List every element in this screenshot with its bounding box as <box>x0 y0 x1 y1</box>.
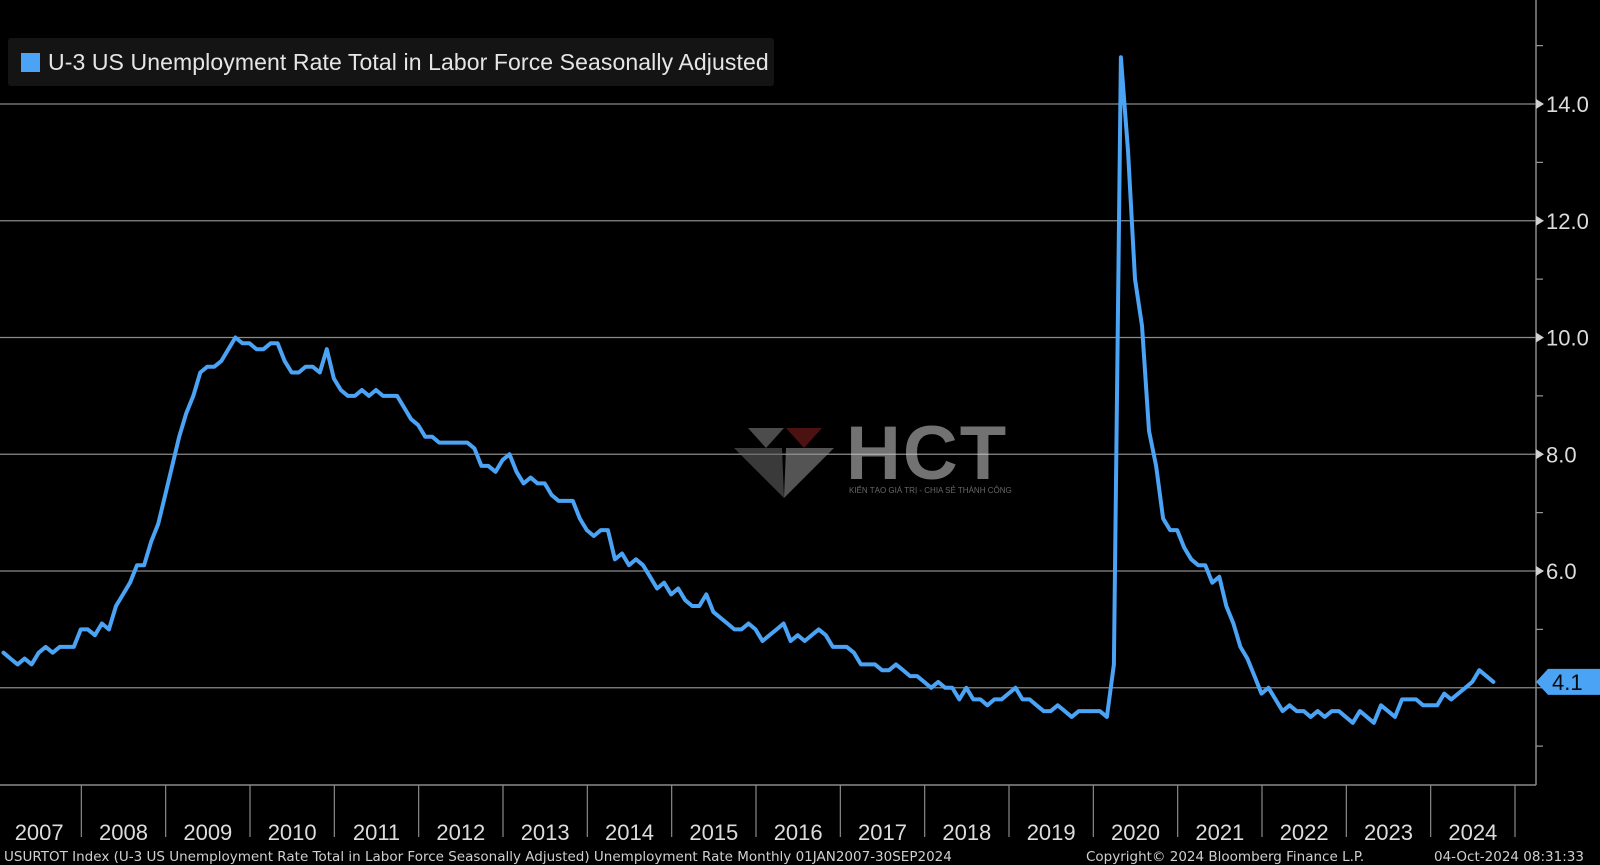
footer-copyright: Copyright© 2024 Bloomberg Finance L.P. <box>1086 849 1365 865</box>
x-tick-label: 2024 <box>1448 820 1497 845</box>
y-axis: 6.0 8.0 10.0 12.0 14.0 <box>1535 0 1589 785</box>
y-tick-label: 14.0 <box>1546 92 1589 117</box>
series-line <box>1 55 1496 725</box>
y-tick-label: 8.0 <box>1546 442 1577 467</box>
watermark: HCT KIẾN TẠO GIÁ TRỊ - CHIA SẺ THÀNH CÔN… <box>734 411 1014 498</box>
watermark-text: HCT <box>846 411 1009 496</box>
x-tick-label: 2011 <box>353 820 400 845</box>
x-tick-label: 2007 <box>15 820 64 845</box>
y-tick-marker <box>1536 215 1544 226</box>
watermark-logo-icon <box>734 428 834 498</box>
footer: USURTOT Index (U-3 US Unemployment Rate … <box>0 849 1600 865</box>
legend: U-3 US Unemployment Rate Total in Labor … <box>8 38 774 86</box>
x-tick-label: 2014 <box>605 820 654 845</box>
x-tick-label: 2016 <box>774 820 823 845</box>
last-value-label: 4.1 <box>1552 670 1583 695</box>
x-tick-label: 2013 <box>521 820 570 845</box>
x-tick-label: 2012 <box>436 820 485 845</box>
y-tick-label: 6.0 <box>1546 559 1577 584</box>
last-value-group: 4.1 <box>1536 668 1600 695</box>
x-tick-label: 2010 <box>268 820 317 845</box>
last-value-tag <box>1536 668 1600 695</box>
y-tick-marker <box>1536 449 1544 460</box>
y-tick-label: 10.0 <box>1546 326 1589 351</box>
legend-swatch <box>21 52 40 72</box>
watermark-tagline: KIẾN TẠO GIÁ TRỊ - CHIA SẺ THÀNH CÔNG <box>849 486 1012 495</box>
x-tick-label: 2022 <box>1280 820 1329 845</box>
x-axis: 2007 2008 2009 2010 2011 2012 2013 2014 2015 2016… <box>0 784 1536 845</box>
y-tick-marker <box>1536 566 1544 576</box>
x-tick-label: 2017 <box>858 820 907 845</box>
grid-lines <box>0 103 1536 689</box>
x-tick-label: 2019 <box>1027 820 1076 845</box>
x-tick-label: 2021 <box>1195 820 1244 845</box>
footer-description: USURTOT Index (U-3 US Unemployment Rate … <box>4 849 952 865</box>
x-tick-label: 2008 <box>99 820 148 845</box>
x-tick-label: 2018 <box>942 820 991 845</box>
x-tick-label: 2023 <box>1364 820 1413 845</box>
series-group <box>1 55 1496 725</box>
footer-timestamp: 04-Oct-2024 08:31:33 <box>1434 849 1584 865</box>
y-tick-marker <box>1536 99 1544 109</box>
x-tick-label: 2009 <box>183 820 232 845</box>
y-tick-marker <box>1536 332 1544 343</box>
x-tick-label: 2020 <box>1111 820 1160 845</box>
x-tick-label: 2015 <box>689 820 738 845</box>
y-tick-label: 12.0 <box>1546 209 1589 234</box>
legend-label: U-3 US Unemployment Rate Total in Labor … <box>48 48 769 75</box>
